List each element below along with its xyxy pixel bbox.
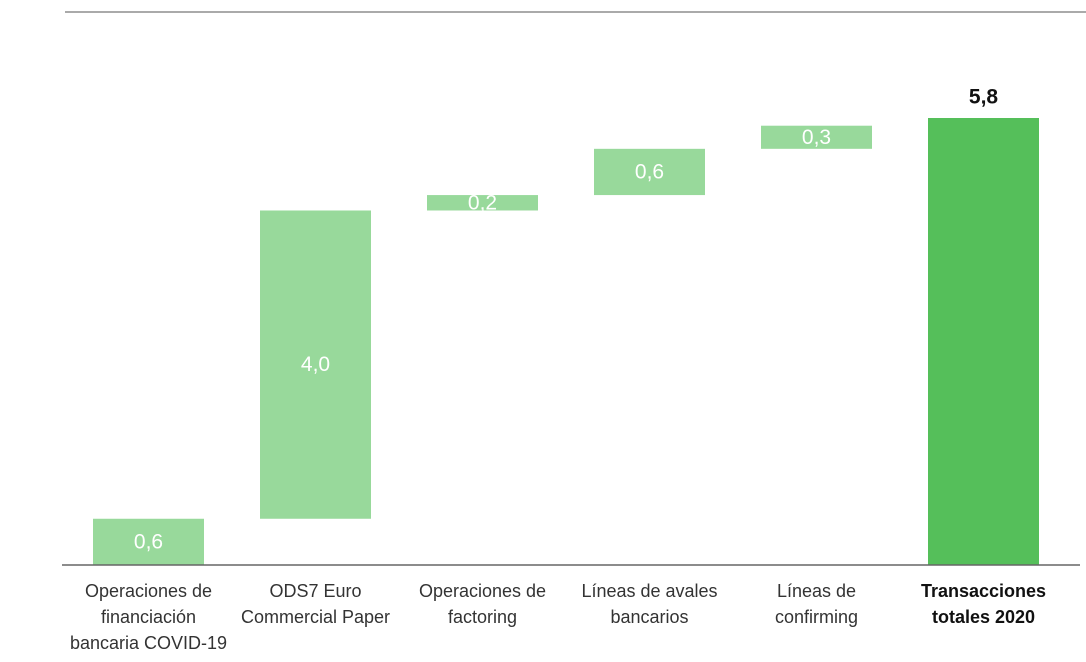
bar	[594, 148, 705, 196]
value-label: 0,6	[635, 160, 664, 183]
bar	[761, 125, 872, 149]
category-label: Líneas de confirming	[774, 581, 859, 627]
category-label: ODS7 Euro Commercial Paper	[240, 581, 391, 627]
total-bar	[928, 118, 1039, 565]
category-label: Operaciones de financiación bancaria COV…	[69, 581, 228, 653]
value-label: 0,2	[468, 191, 497, 214]
value-label: 4,0	[301, 353, 330, 376]
value-label: 5,8	[969, 86, 999, 109]
value-label: 0,3	[802, 126, 831, 149]
bar	[260, 210, 371, 519]
bar	[93, 518, 204, 565]
category-label: Líneas de avales bancarios	[581, 581, 718, 627]
bar	[427, 195, 538, 211]
value-label: 0,6	[134, 530, 163, 553]
category-label: Operaciones de factoring	[418, 581, 547, 627]
category-label: Transacciones totales 2020	[920, 581, 1047, 627]
